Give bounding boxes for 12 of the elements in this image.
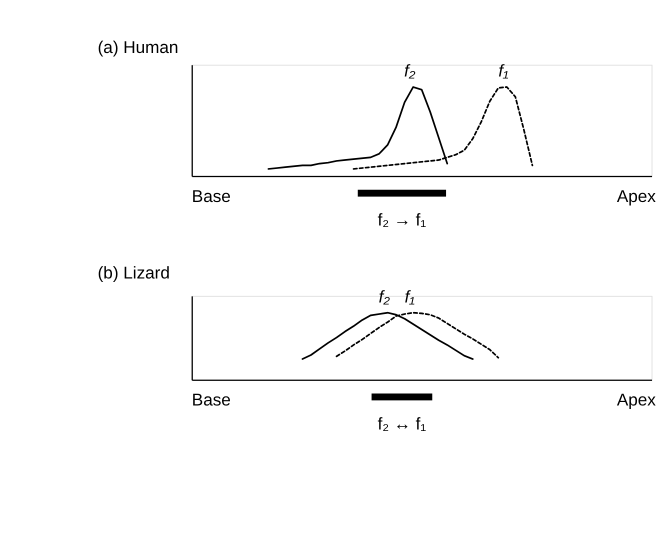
- text: Apex: [616, 390, 656, 410]
- series-label: f₁: [498, 62, 508, 81]
- text: Base: [192, 186, 231, 206]
- text: f₂ ↔ f₁: [378, 414, 426, 434]
- chart-title: (b) Lizard: [98, 263, 170, 282]
- text: f₂ → f₁: [378, 210, 426, 230]
- text: Base: [192, 390, 231, 410]
- chart-title: (a) Human: [98, 38, 178, 57]
- text: Apex: [616, 186, 656, 206]
- series-label: f₂: [378, 287, 390, 306]
- series-label: f₁: [404, 287, 415, 306]
- series-label: f₂: [404, 62, 416, 81]
